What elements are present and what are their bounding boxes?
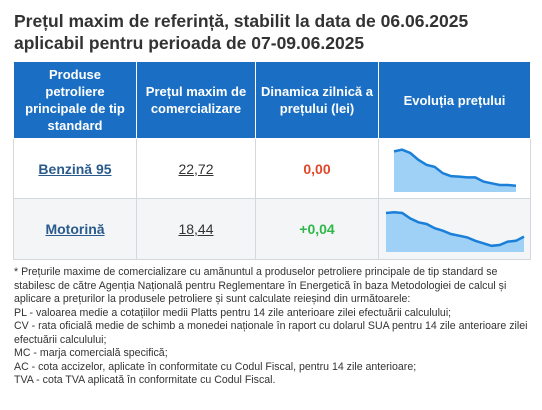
note-intro: * Prețurile maxime de comercializare cu …	[14, 266, 507, 305]
note-tva: TVA - cota TVA aplicată în conformitate …	[14, 374, 276, 386]
methodology-notes: * Prețurile maxime de comercializare cu …	[14, 266, 530, 388]
header-max-price: Prețul maxim de comercializare	[136, 61, 256, 139]
trend-area	[393, 149, 516, 192]
product-link-motorina[interactable]: Motorină	[45, 221, 105, 237]
price-cell: 22,72	[136, 138, 256, 199]
price-link-benzina-95[interactable]: 22,72	[178, 160, 214, 177]
header-products: Produse petroliere principale de tip sta…	[13, 61, 137, 139]
note-cv: CV - rata oficială medie de schimb a mon…	[14, 320, 528, 346]
title-line-1: Prețul maxim de referință, stabilit la d…	[14, 11, 469, 31]
trend-area	[385, 212, 524, 252]
product-link-benzina-95[interactable]: Benzină 95	[38, 160, 112, 177]
price-table: Produse petroliere principale de tip sta…	[13, 61, 531, 260]
trend-line	[385, 210, 525, 248]
trend-line	[393, 147, 516, 187]
table-row: Motorină 18,44 +0,04	[13, 198, 531, 260]
title-line-2: aplicabil pentru perioada de 07-09.06.20…	[14, 33, 365, 53]
header-price-evolution: Evoluția prețului	[378, 61, 531, 139]
product-cell: Benzină 95	[13, 138, 137, 199]
header-daily-dynamic: Dinamica zilnică a prețului (lei)	[255, 61, 379, 139]
trend-cell	[378, 138, 531, 199]
table-row: Benzină 95 22,72 0,00	[13, 138, 531, 199]
product-cell: Motorină	[13, 198, 137, 260]
dynamic-value-benzina-95: 0,00	[303, 160, 331, 177]
note-mc: MC - marja comercială specifică;	[14, 347, 168, 359]
trend-sparkline-motorina	[385, 210, 525, 252]
table-header-row: Produse petroliere principale de tip sta…	[13, 61, 531, 139]
page-title: Prețul maxim de referință, stabilit la d…	[14, 10, 534, 54]
dynamic-cell: +0,04	[255, 198, 379, 260]
trend-cell	[378, 198, 531, 260]
dynamic-cell: 0,00	[255, 138, 379, 199]
dynamic-value-motorina: +0,04	[299, 221, 335, 237]
note-ac: AC - cota accizelor, aplicate în conform…	[14, 360, 417, 373]
price-cell: 18,44	[136, 198, 256, 260]
price-link-motorina[interactable]: 18,44	[178, 221, 214, 237]
trend-sparkline-benzina-95	[393, 147, 516, 192]
note-pl: PL - valoarea medie a cotațiilor medii P…	[14, 306, 452, 319]
